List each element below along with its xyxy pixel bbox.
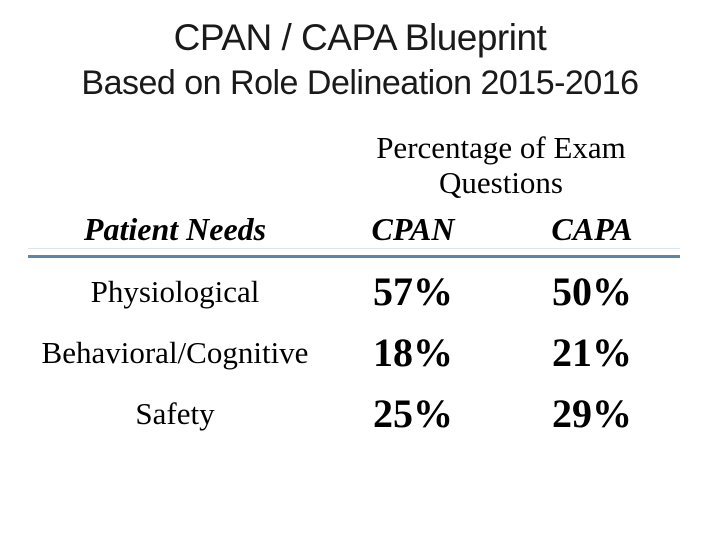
row-label-safety: Safety <box>135 396 215 431</box>
slide-subtitle: Based on Role Delineation 2015-2016 <box>81 64 639 102</box>
column-header-capa: CAPA <box>551 211 633 247</box>
group-header-cell: Percentage of Exam Questions <box>322 130 680 200</box>
slide-title: CPAN / CAPA Blueprint <box>173 17 547 58</box>
column-header-cpan: CPAN <box>371 211 455 247</box>
column-header-patient-needs: Patient Needs <box>83 211 267 247</box>
row-label-physiological: Physiological <box>90 274 260 309</box>
header-divider-light-line <box>28 248 680 249</box>
row-value-behavioral-capa: 21% <box>552 329 632 375</box>
row-label-behavioral-cognitive: Behavioral/Cognitive <box>41 335 309 370</box>
table-row: Physiological 57% 50% <box>28 261 680 322</box>
group-header-label: Percentage of Exam Questions <box>376 130 626 200</box>
row-value-physiological-capa: 50% <box>552 268 632 314</box>
row-value-physiological-cpan: 57% <box>373 268 453 314</box>
row-value-safety-cpan: 25% <box>373 390 453 436</box>
row-value-safety-capa: 29% <box>552 390 632 436</box>
group-header-row: Percentage of Exam Questions <box>28 130 680 212</box>
header-divider-line <box>28 255 680 258</box>
column-header-row: Patient Needs CPAN CAPA <box>28 212 680 245</box>
exam-blueprint-table: Percentage of Exam Questions Patient Nee… <box>28 130 680 444</box>
table-row: Safety 25% 29% <box>28 383 680 444</box>
table-row: Behavioral/Cognitive 18% 21% <box>28 322 680 383</box>
row-value-behavioral-cpan: 18% <box>373 329 453 375</box>
